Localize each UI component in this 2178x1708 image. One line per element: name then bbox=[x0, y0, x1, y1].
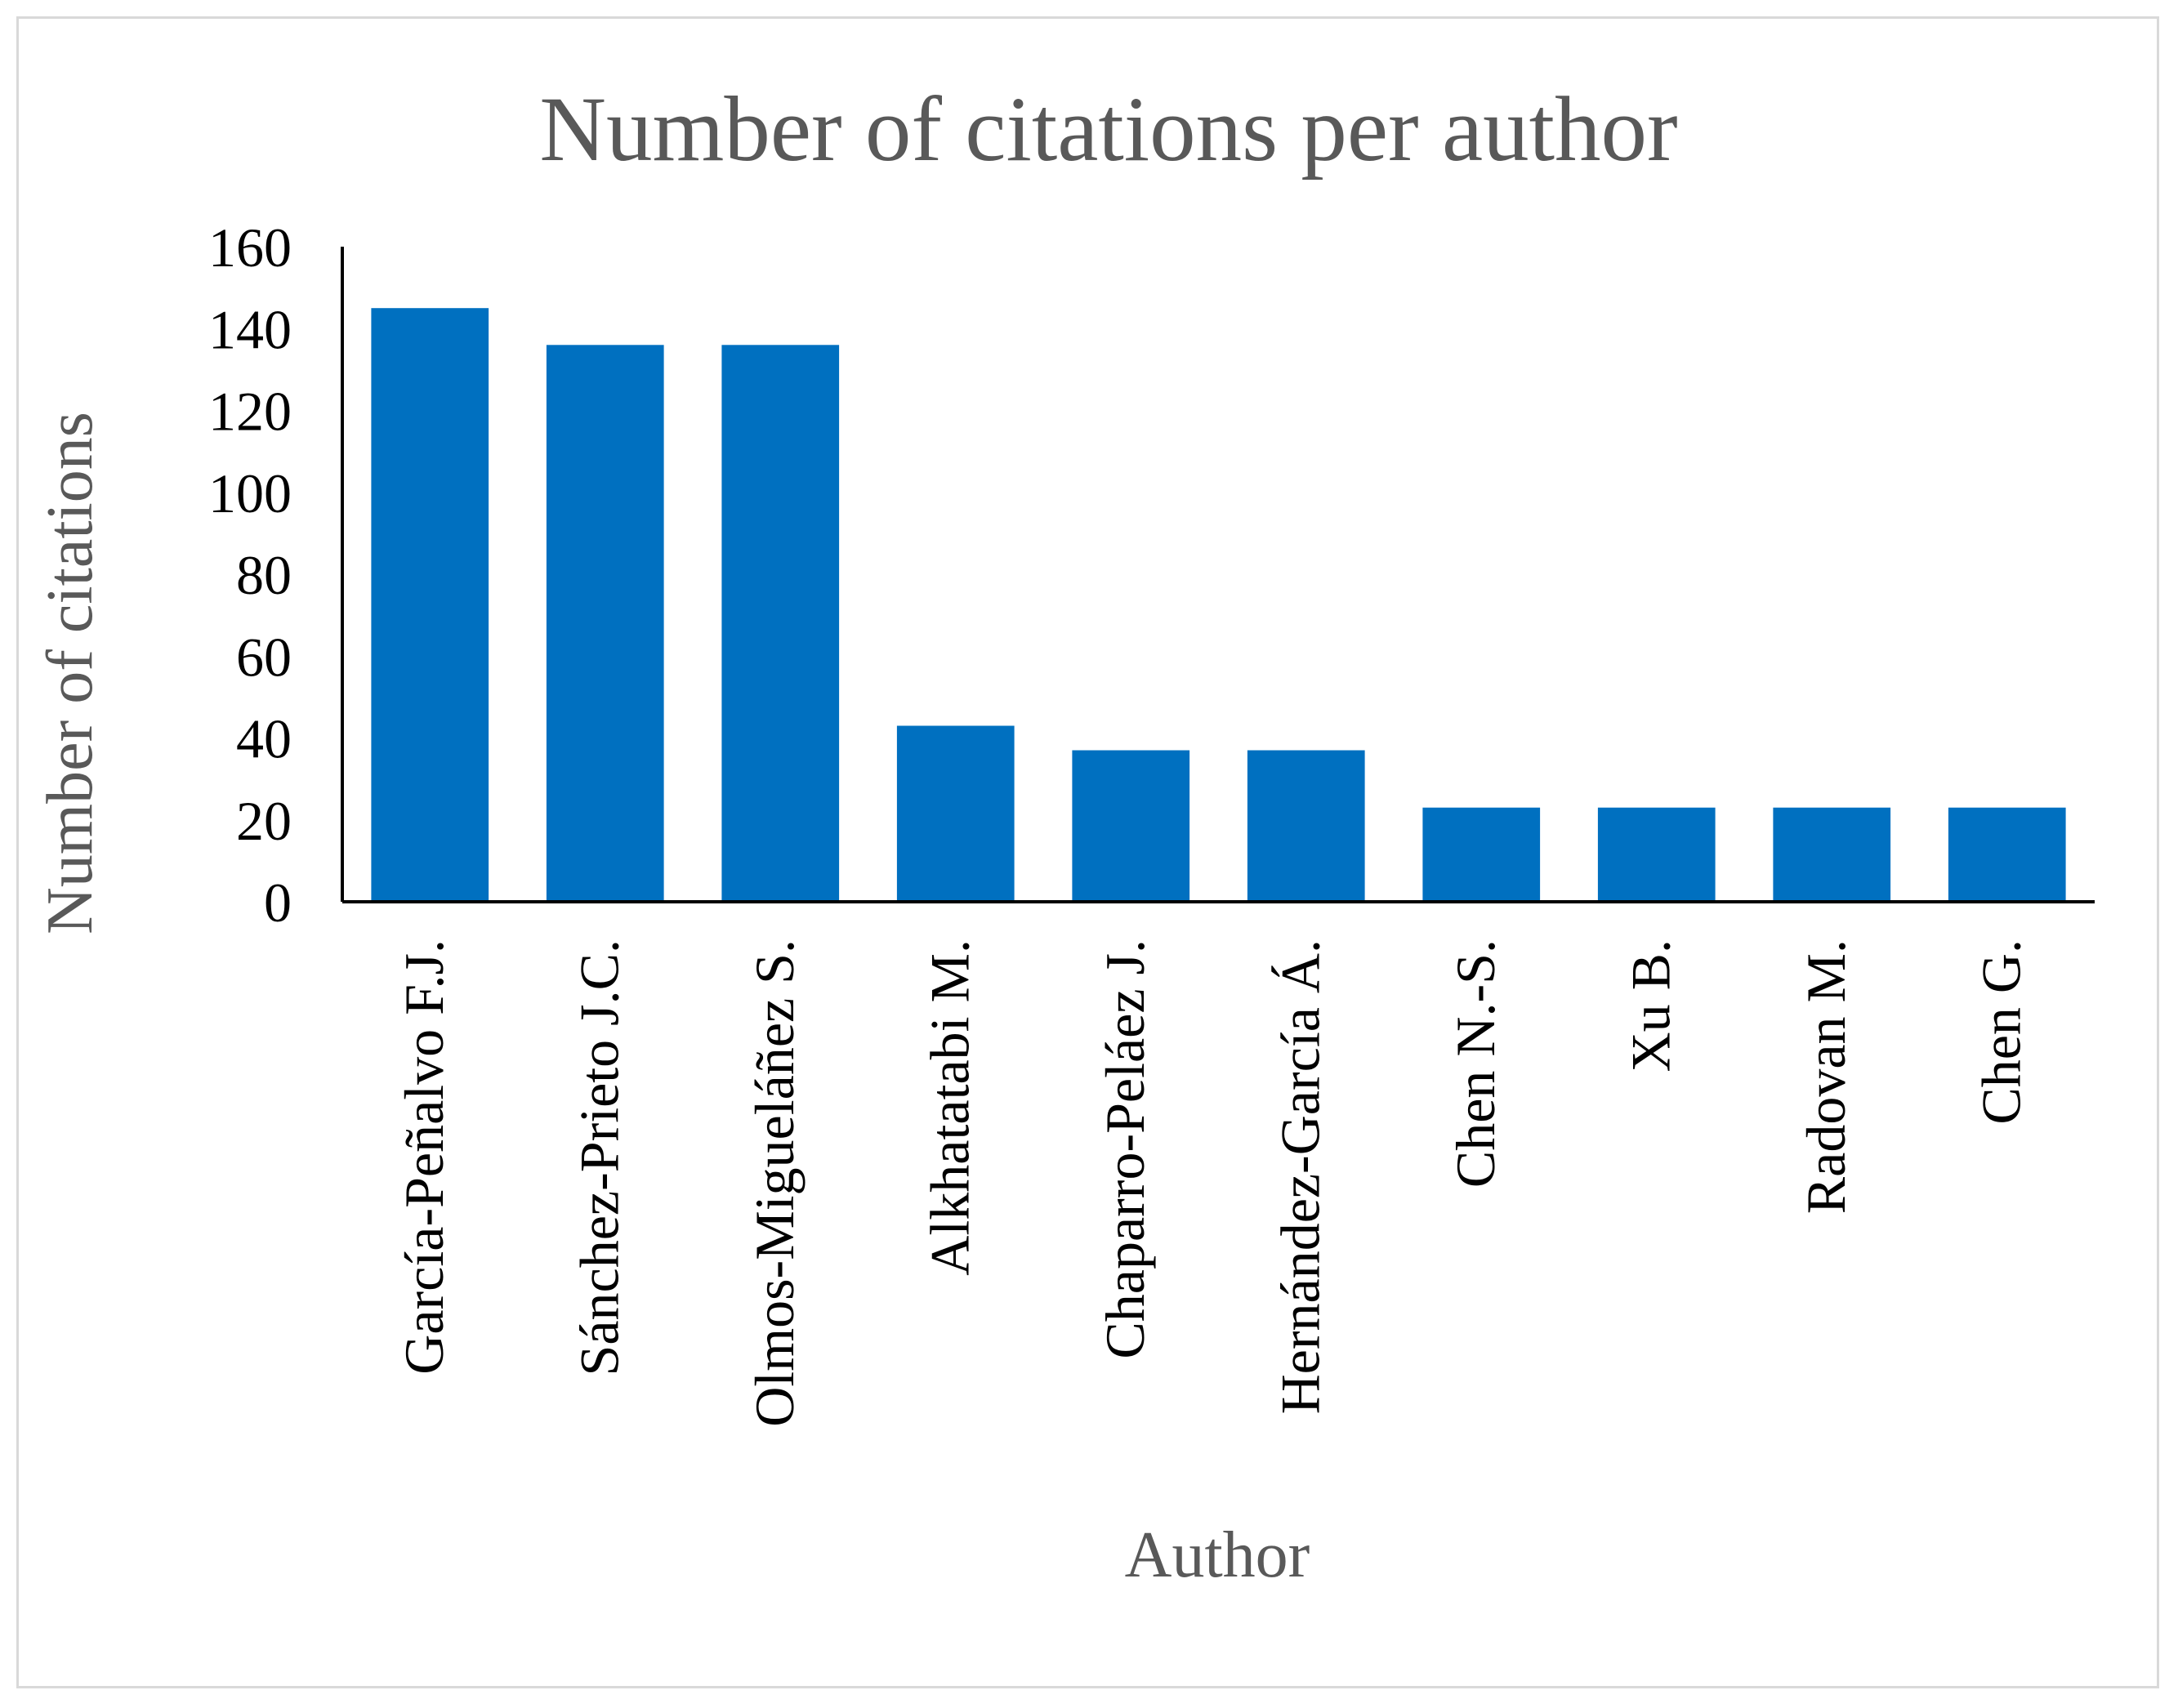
y-tick-label-100: 100 bbox=[208, 462, 292, 524]
x-tick-label-5: Chaparro-Peláez J. bbox=[1094, 939, 1156, 1359]
bar-3 bbox=[721, 345, 840, 902]
x-ticks-group: García-Peñalvo F.J. Sánchez-Prieto J.C. Ol… bbox=[393, 939, 2033, 1427]
bar-10 bbox=[1948, 807, 2066, 902]
y-axis-title: Number of citations bbox=[34, 412, 106, 934]
y-tick-label-120: 120 bbox=[208, 381, 292, 443]
bar-6 bbox=[1247, 750, 1365, 902]
bar-5 bbox=[1072, 750, 1190, 902]
y-ticks-group: 0 20 40 60 80 100 120 140 160 bbox=[208, 216, 292, 934]
x-tick-label-1: García-Peñalvo F.J. bbox=[393, 939, 455, 1375]
bar-2 bbox=[546, 345, 664, 902]
x-tick-label-2: Sánchez-Prieto J.C. bbox=[568, 939, 630, 1376]
y-tick-label-160: 160 bbox=[208, 216, 292, 279]
bar-9 bbox=[1773, 807, 1891, 902]
y-tick-label-80: 80 bbox=[236, 544, 292, 606]
x-tick-label-7: Chen N.-S. bbox=[1444, 939, 1506, 1188]
bar-8 bbox=[1597, 807, 1716, 902]
chart-title: Number of citations per author bbox=[539, 78, 1677, 181]
bar-4 bbox=[896, 725, 1015, 902]
x-tick-label-9: Radovan M. bbox=[1795, 939, 1857, 1214]
bars-group bbox=[371, 308, 2066, 902]
x-tick-label-6: Hernández-García Á. bbox=[1269, 939, 1331, 1414]
y-tick-label-40: 40 bbox=[236, 708, 292, 770]
bar-1 bbox=[371, 308, 489, 902]
y-tick-label-0: 0 bbox=[264, 872, 292, 934]
x-tick-label-10: Chen G. bbox=[1970, 939, 2032, 1125]
y-tick-label-140: 140 bbox=[208, 298, 292, 360]
x-axis-title: Author bbox=[1125, 1519, 1310, 1591]
bar-7 bbox=[1422, 807, 1541, 902]
x-tick-label-3: Olmos-Migueláñez S. bbox=[743, 939, 806, 1427]
x-tick-label-8: Xu B. bbox=[1619, 939, 1681, 1072]
y-tick-label-20: 20 bbox=[236, 790, 292, 852]
y-tick-label-60: 60 bbox=[236, 626, 292, 688]
x-tick-label-4: Alkhatatabi M. bbox=[918, 939, 980, 1276]
